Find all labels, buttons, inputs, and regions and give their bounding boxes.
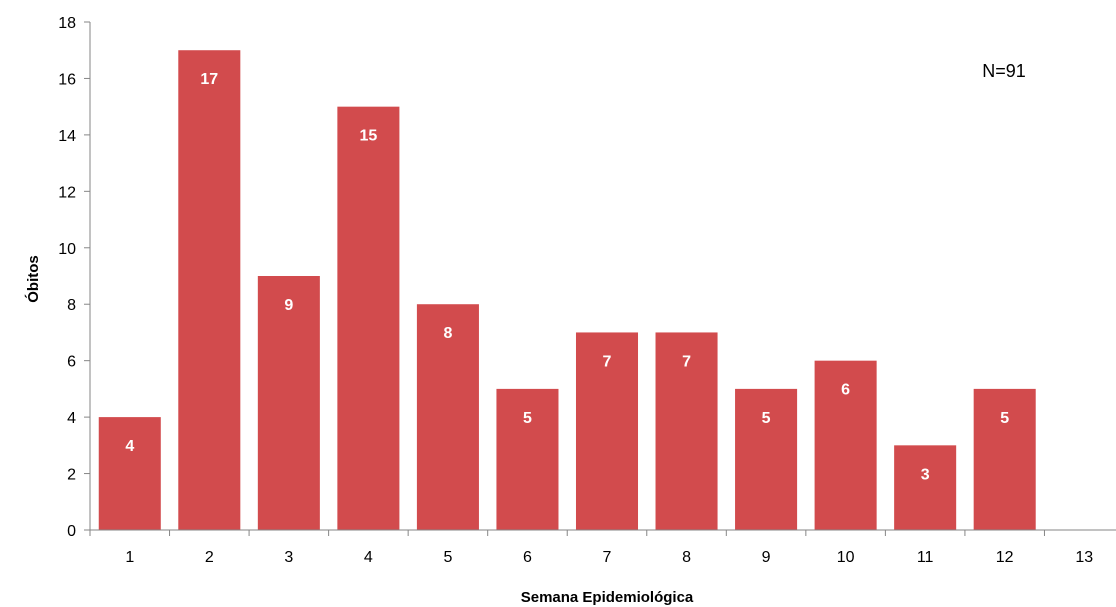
bar: [337, 106, 400, 531]
bar: [735, 388, 798, 530]
x-axis-title: Semana Epidemiológica: [521, 589, 694, 606]
bar: [973, 388, 1036, 530]
bar: [178, 50, 241, 530]
x-tick-label: 10: [837, 549, 855, 566]
x-tick-label: 6: [523, 549, 532, 566]
bar-data-label: 8: [443, 325, 452, 342]
x-tick-label: 5: [443, 549, 452, 566]
bar-data-label: 4: [125, 438, 134, 455]
y-axis-ticks: 0 2 4 6 8 10 12 14 16 18: [58, 15, 90, 540]
bar-data-label: 17: [200, 71, 218, 88]
bar-data-label: 3: [921, 466, 930, 483]
x-tick-label: 12: [996, 549, 1014, 566]
bar: [98, 417, 161, 530]
bar-data-label: 9: [284, 297, 293, 314]
y-tick-label: 0: [67, 523, 76, 540]
bar-data-label: 6: [841, 382, 850, 399]
bar: [894, 445, 957, 530]
y-tick-label: 8: [67, 297, 76, 314]
bar: [814, 360, 877, 530]
x-tick-label: 1: [125, 549, 134, 566]
x-tick-label: 13: [1075, 549, 1093, 566]
bar: [416, 304, 479, 530]
y-tick-label: 16: [58, 71, 76, 88]
bar-data-label: 7: [603, 353, 612, 370]
x-axis-ticks: 1 2 3 4 5 6 7 8 9 10 11 12 13: [89, 530, 1093, 566]
x-tick-label: 11: [917, 549, 934, 566]
x-tick-label: 9: [762, 549, 771, 566]
bar: [655, 332, 718, 530]
total-count-annotation: N=91: [982, 61, 1026, 81]
x-tick-label: 8: [682, 549, 691, 566]
y-tick-label: 10: [58, 241, 76, 258]
x-tick-label: 3: [284, 549, 293, 566]
bar: [257, 276, 320, 530]
bars-layer: [98, 50, 1036, 531]
y-tick-label: 6: [67, 354, 76, 371]
y-tick-label: 4: [67, 410, 76, 427]
bar-data-label: 5: [1000, 410, 1009, 427]
bar: [575, 332, 639, 530]
bar-data-label: 15: [359, 128, 377, 145]
y-axis-title: Óbitos: [24, 255, 42, 303]
x-tick-label: 4: [364, 549, 373, 566]
y-tick-label: 12: [58, 184, 76, 201]
bar-data-label: 5: [762, 410, 771, 427]
y-tick-label: 18: [58, 15, 76, 32]
x-tick-label: 7: [603, 549, 612, 566]
y-tick-label: 2: [67, 467, 76, 484]
x-tick-label: 2: [205, 549, 214, 566]
bar-data-label: 5: [523, 410, 532, 427]
bar-data-label: 7: [682, 353, 691, 370]
y-tick-label: 14: [58, 128, 76, 145]
bar: [496, 388, 559, 530]
data-labels-layer: 4 17 9 15 8 5 7 7 5 6 3 5: [125, 71, 1009, 483]
